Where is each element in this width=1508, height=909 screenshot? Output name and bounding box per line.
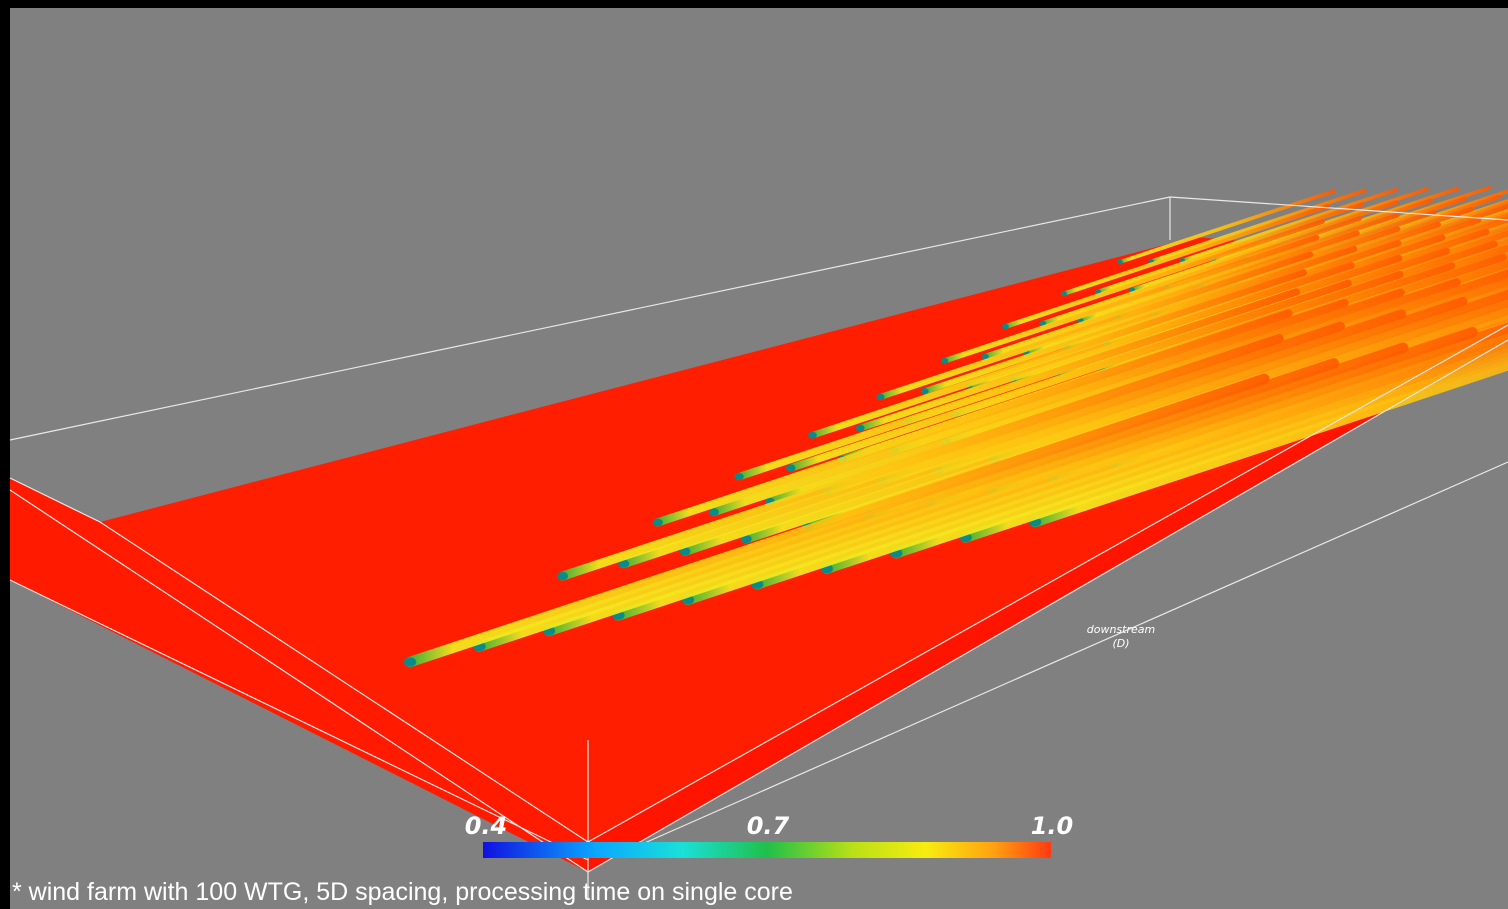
axis-title: downstream — [1087, 623, 1155, 636]
turbine — [921, 388, 929, 394]
turbine — [786, 464, 795, 471]
turbine — [1061, 291, 1067, 296]
turbine — [1002, 324, 1009, 329]
turbine — [404, 657, 417, 666]
turbine — [557, 572, 568, 580]
colorbar — [483, 842, 1051, 858]
screen: downstream (D) 0.4 0.7 1.0 * wind farm w… — [0, 0, 1508, 909]
colorbar-label: 0.4 — [465, 812, 508, 840]
turbine — [856, 425, 865, 432]
turbine — [1117, 260, 1123, 265]
turbine — [941, 358, 948, 364]
turbine — [709, 508, 719, 516]
turbine — [734, 473, 743, 480]
colorbar-label: 1.0 — [1031, 812, 1074, 840]
turbine — [808, 432, 817, 439]
axis-unit: (D) — [1112, 637, 1129, 650]
caption: * wind farm with 100 WTG, 5D spacing, pr… — [12, 878, 793, 906]
colorbar-label: 0.7 — [747, 812, 790, 840]
scene: downstream (D) 0.4 0.7 1.0 * wind farm w… — [0, 0, 1508, 909]
turbine — [876, 394, 884, 400]
turbine — [653, 519, 663, 527]
